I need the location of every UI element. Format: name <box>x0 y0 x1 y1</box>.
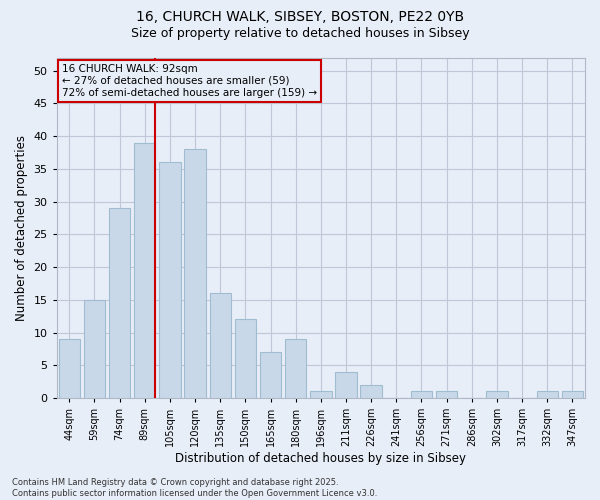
Bar <box>361 385 382 398</box>
Y-axis label: Number of detached properties: Number of detached properties <box>15 135 28 321</box>
Text: Size of property relative to detached houses in Sibsey: Size of property relative to detached ho… <box>131 28 469 40</box>
Bar <box>184 149 206 398</box>
Bar <box>562 392 583 398</box>
Text: 16, CHURCH WALK, SIBSEY, BOSTON, PE22 0YB: 16, CHURCH WALK, SIBSEY, BOSTON, PE22 0Y… <box>136 10 464 24</box>
X-axis label: Distribution of detached houses by size in Sibsey: Distribution of detached houses by size … <box>175 452 466 465</box>
Bar <box>436 392 457 398</box>
Text: 16 CHURCH WALK: 92sqm
← 27% of detached houses are smaller (59)
72% of semi-deta: 16 CHURCH WALK: 92sqm ← 27% of detached … <box>62 64 317 98</box>
Bar <box>536 392 558 398</box>
Bar <box>84 300 105 398</box>
Bar <box>260 352 281 398</box>
Bar <box>285 339 307 398</box>
Bar <box>109 208 130 398</box>
Bar <box>134 142 155 398</box>
Text: Contains HM Land Registry data © Crown copyright and database right 2025.
Contai: Contains HM Land Registry data © Crown c… <box>12 478 377 498</box>
Bar <box>411 392 432 398</box>
Bar <box>335 372 357 398</box>
Bar <box>310 392 332 398</box>
Bar <box>235 320 256 398</box>
Bar <box>59 339 80 398</box>
Bar <box>209 294 231 398</box>
Bar <box>159 162 181 398</box>
Bar <box>486 392 508 398</box>
